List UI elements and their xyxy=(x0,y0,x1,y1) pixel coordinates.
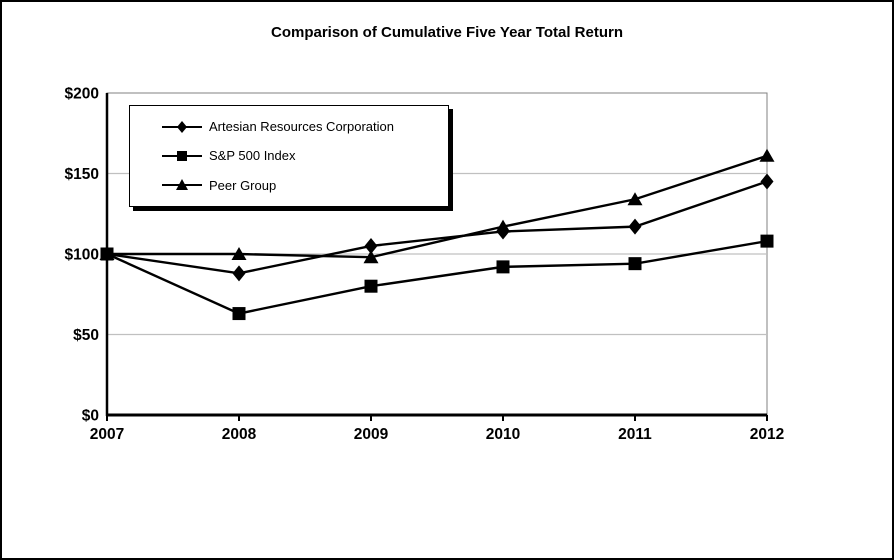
x-axis-label: 2009 xyxy=(354,426,389,443)
y-axis-label: $150 xyxy=(65,166,99,183)
legend-item-peer-group: Peer Group xyxy=(162,175,448,195)
triangle-marker xyxy=(363,250,379,264)
series-line-square xyxy=(106,239,768,315)
y-axis-label: $100 xyxy=(65,247,99,264)
legend-label: Artesian Resources Corporation xyxy=(209,119,394,135)
chart-legend: Artesian Resources Corporation S&P 500 I… xyxy=(129,105,449,207)
square-marker xyxy=(364,279,378,293)
series-line-triangle xyxy=(107,154,768,259)
series-line-diamond xyxy=(106,180,768,275)
diamond-marker xyxy=(760,173,774,190)
legend-item-sp500: S&P 500 Index xyxy=(162,146,448,166)
x-axis-label: 2012 xyxy=(750,426,784,443)
triangle-marker xyxy=(759,148,775,162)
x-axis-label: 2010 xyxy=(486,426,520,443)
square-marker xyxy=(496,260,510,274)
y-axis-label: $200 xyxy=(65,86,99,103)
x-axis-label: 2008 xyxy=(222,426,257,443)
legend-label: Peer Group xyxy=(209,177,277,193)
square-marker xyxy=(628,257,642,271)
chart-title: Comparison of Cumulative Five Year Total… xyxy=(270,24,624,41)
diamond-marker xyxy=(364,237,378,254)
diamond-marker xyxy=(496,223,510,240)
diamond-marker-icon xyxy=(162,120,202,133)
square-marker-icon xyxy=(162,150,202,161)
legend-item-artesian: Artesian Resources Corporation xyxy=(162,117,448,137)
square-marker xyxy=(232,307,246,321)
diamond-marker xyxy=(232,265,246,282)
square-marker xyxy=(760,234,774,248)
triangle-marker xyxy=(627,192,643,206)
diamond-marker xyxy=(628,218,642,235)
triangle-marker xyxy=(231,247,247,260)
triangle-marker-icon xyxy=(162,179,202,191)
y-axis-label: $50 xyxy=(73,327,99,344)
legend-label: S&P 500 Index xyxy=(209,148,296,164)
x-axis-label: 2007 xyxy=(90,426,124,443)
square-marker xyxy=(100,247,114,261)
x-axis-label: 2011 xyxy=(618,426,652,443)
y-axis-label: $0 xyxy=(82,408,99,425)
